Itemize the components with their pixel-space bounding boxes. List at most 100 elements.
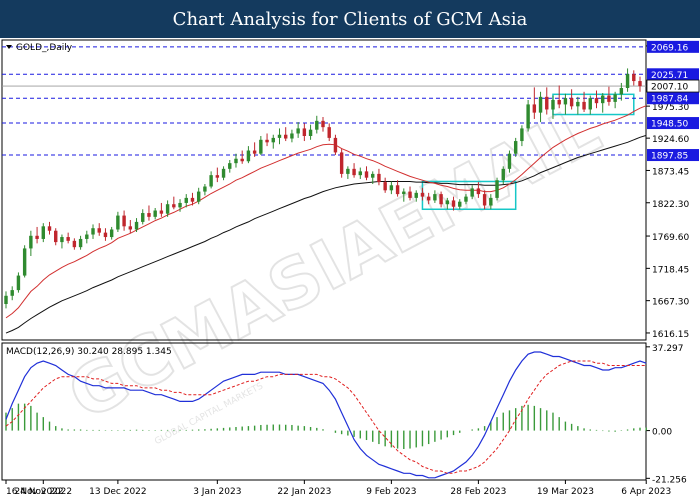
candle-body [22,248,27,276]
candle [464,194,468,205]
candle [321,117,325,132]
candle [576,96,580,115]
level-label-bg [647,117,699,130]
candle-body [482,194,487,206]
candle-body [358,171,363,176]
macd-tick-label: 37.297 [652,344,684,354]
candle-body [4,295,8,304]
candle-body [35,235,39,239]
x-tick-label: 19 Mar 2023 [537,487,594,497]
candle-body [352,168,356,176]
candle-body [178,202,182,208]
candle-body [159,210,164,214]
candle-body [209,175,213,187]
x-tick-label: 24 Nov 2022 [14,487,72,497]
candle-body [458,201,462,207]
candle-body [507,153,512,169]
candle [489,194,493,210]
x-tick-label: 3 Jan 2023 [193,487,241,497]
x-tick-label: 16 Nov 2022 [6,487,64,497]
price-tick-label: 1822.30 [652,200,689,210]
x-tick-label: 13 Dec 2022 [89,487,147,497]
candle [103,228,108,241]
candle-body [563,98,568,105]
candle-body [613,94,617,102]
candle [252,142,257,157]
candle [234,153,238,168]
candle-body [283,134,288,139]
ema-fast-line [5,105,647,319]
price-tick-label: 1975.30 [652,103,689,113]
candle-body [321,120,325,128]
candle-body [327,127,331,138]
candle-body [54,230,58,243]
candle-body [557,100,561,105]
candle [532,87,537,119]
candle [594,90,599,109]
candle [346,166,350,179]
candle [507,150,512,173]
candle [4,291,8,309]
candle-body [594,98,599,104]
candle [203,184,207,196]
candle [184,194,188,208]
candle-body [339,152,344,174]
candle-body [389,185,394,191]
candle [352,163,356,178]
candle-body [240,158,244,162]
candle-body [315,120,319,130]
candle-body [116,215,120,230]
candle [290,129,294,143]
macd-panel: 37.297 0.00 -21.256 MACD(12,26,9) 30.240 28… [1,342,687,485]
price-tick-label: 1769.60 [652,233,689,243]
level-label-bg [647,40,699,53]
candle-body [147,213,151,217]
candle-body [495,180,499,198]
candle-body [545,96,549,110]
candle [209,171,213,189]
candle-body [582,101,586,110]
candle-body [265,139,269,143]
price-tick-label: 1667.30 [652,298,689,308]
level-label: 1948.50 [651,120,688,130]
candle-body [489,197,493,206]
candle-body [252,150,257,154]
candle [72,238,77,250]
candle [563,93,568,115]
candle [41,223,46,243]
candle-body [377,173,381,183]
candle-body [196,191,201,202]
macd-label: MACD(12,26,9) 30.240 28.895 1.345 [6,347,172,357]
candle [364,166,369,181]
x-tick-label: 9 Feb 2023 [366,487,416,497]
candle [470,185,474,200]
candle [35,226,39,244]
candle-body [296,128,300,134]
candle [395,180,400,197]
candle [66,232,70,244]
candle-body [85,234,89,239]
candle [141,209,145,225]
candle [358,167,363,179]
candle [240,150,244,164]
candle-body [302,128,307,136]
candle [638,76,642,92]
candle [190,192,195,206]
candle-body [277,134,282,138]
candle [178,199,182,212]
current-price-label-bg [646,79,700,93]
candle [196,187,201,205]
candle [296,122,300,138]
macd-frame [1,342,647,481]
candle [607,86,611,106]
candle [128,220,133,234]
candle-body [78,238,83,248]
candle [283,127,288,142]
candle-body [520,128,524,142]
candle [16,272,21,293]
candle [29,230,33,256]
candle-body [395,185,400,195]
candle [476,182,481,198]
candle [588,95,592,115]
candle-body [134,221,139,230]
